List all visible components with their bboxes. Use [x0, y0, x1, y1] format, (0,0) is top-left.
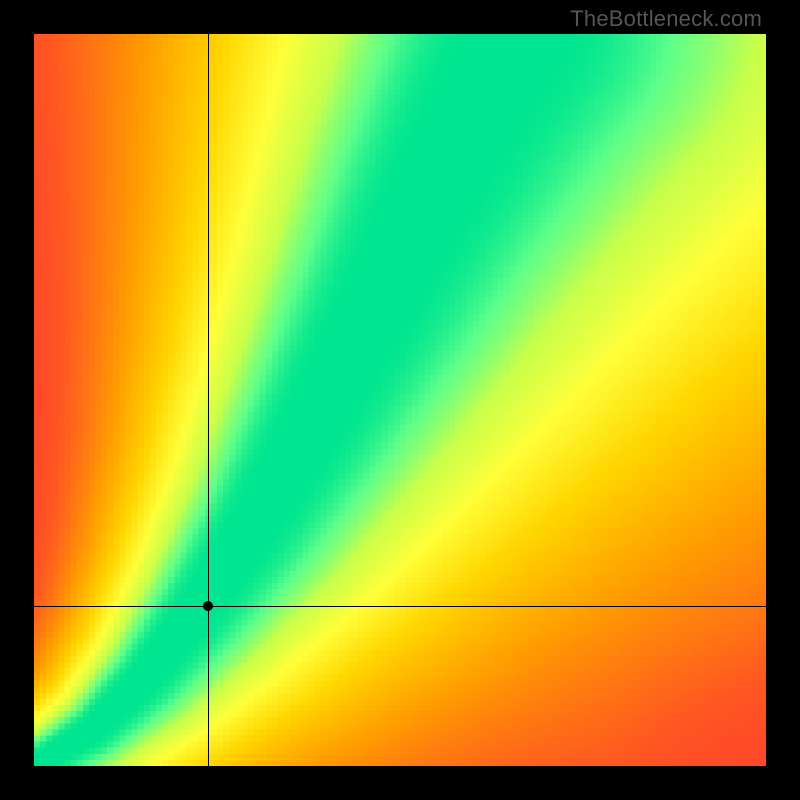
heatmap-canvas	[34, 34, 766, 766]
crosshair-vertical	[208, 34, 209, 766]
watermark-text: TheBottleneck.com	[570, 6, 762, 32]
crosshair-horizontal	[34, 606, 766, 607]
crosshair-marker-dot	[203, 601, 213, 611]
bottleneck-heatmap	[34, 34, 766, 766]
